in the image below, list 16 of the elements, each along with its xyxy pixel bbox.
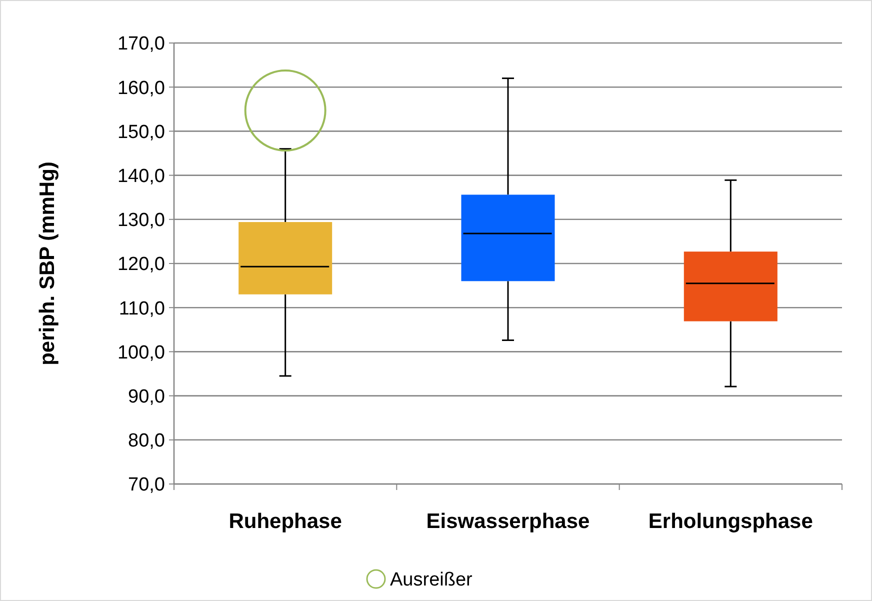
- y-tick-label: 70,0: [128, 474, 165, 496]
- legend-label: Ausreißer: [390, 570, 474, 591]
- x-tick-label: Eiswasserphase: [426, 510, 590, 533]
- y-tick-label: 110,0: [118, 298, 165, 320]
- y-tick-label: 100,0: [117, 342, 165, 364]
- y-tick-label: 90,0: [128, 386, 165, 408]
- y-tick-label: 170,0: [117, 34, 165, 55]
- x-tick-label: Erholungsphase: [648, 510, 813, 533]
- y-tick-label: 130,0: [117, 210, 165, 232]
- y-tick-label: 120,0: [117, 254, 165, 276]
- x-tick-label: Ruhephase: [228, 510, 342, 533]
- y-tick-label: 140,0: [117, 166, 165, 187]
- y-tick-label: 160,0: [117, 78, 165, 99]
- y-tick-label: 80,0: [128, 430, 165, 452]
- y-tick-label: 150,0: [117, 122, 165, 143]
- y-axis-title: periph. SBP (mmHg): [36, 162, 59, 366]
